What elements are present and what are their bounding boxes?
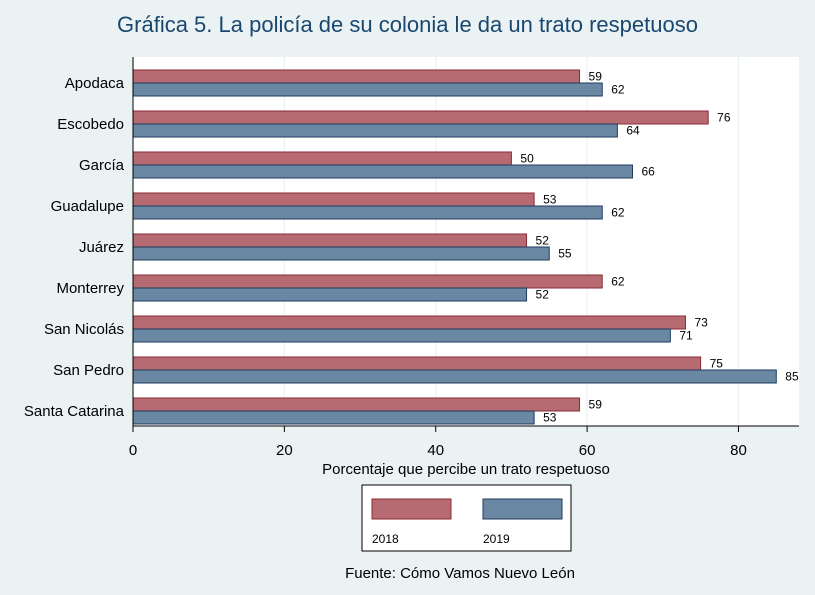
data-label: 73: [694, 316, 708, 330]
legend-swatch-2018: [371, 498, 452, 520]
bar-2019-juarez: [132, 246, 550, 261]
source-footer: Fuente: Cómo Vamos Nuevo León: [345, 565, 575, 582]
bar-2018-escobedo: [132, 110, 709, 125]
bar-2018-san-nicolas: [132, 315, 686, 330]
category-label: San Nicolás: [44, 321, 124, 338]
x-axis-title: Porcentaje que percibe un trato respetuo…: [322, 461, 610, 478]
x-tick-label: 60: [579, 442, 596, 459]
data-label: 75: [710, 357, 724, 371]
bar-2018-garcia: [132, 151, 512, 166]
data-label: 85: [785, 370, 799, 384]
bar-2019-apodaca: [132, 82, 603, 97]
bar-2018-apodaca: [132, 69, 581, 84]
x-tick-label: 0: [129, 442, 137, 459]
bar-2018-juarez: [132, 233, 528, 248]
data-label: 76: [717, 111, 731, 125]
data-label: 50: [520, 152, 534, 166]
data-label: 59: [589, 70, 603, 84]
data-label: 53: [543, 193, 557, 207]
bar-2019-escobedo: [132, 123, 618, 138]
bar-2018-guadalupe: [132, 192, 535, 207]
data-label: 71: [679, 329, 693, 343]
data-label: 66: [642, 165, 656, 179]
legend-label-2019: 2019: [483, 532, 510, 546]
category-label: Juárez: [79, 239, 124, 256]
bar-2018-san-pedro: [132, 356, 702, 371]
category-label: Santa Catarina: [24, 403, 125, 420]
bar-2019-guadalupe: [132, 205, 603, 220]
chart-title: Gráfica 5. La policía de su colonia le d…: [117, 12, 698, 37]
x-tick-label: 40: [427, 442, 444, 459]
x-tick-label: 80: [730, 442, 747, 459]
data-label: 62: [611, 83, 625, 97]
category-label: Monterrey: [56, 280, 124, 297]
bar-2019-monterrey: [132, 287, 528, 302]
bar-2019-san-pedro: [132, 369, 777, 384]
data-label: 64: [626, 124, 640, 138]
bar-2018-santa-catarina: [132, 397, 581, 412]
data-label: 52: [536, 234, 550, 248]
bar-2019-garcia: [132, 164, 633, 179]
category-label: Guadalupe: [51, 198, 124, 215]
data-label: 52: [536, 288, 550, 302]
legend: 2018 2019: [361, 484, 572, 552]
category-label: San Pedro: [53, 362, 124, 379]
x-tick-label: 20: [276, 442, 293, 459]
category-label: Escobedo: [57, 116, 124, 133]
data-label: 55: [558, 247, 572, 261]
legend-swatch-2019: [482, 498, 563, 520]
category-label: García: [79, 157, 125, 174]
category-label: Apodaca: [65, 75, 125, 92]
bar-2018-monterrey: [132, 274, 603, 289]
bar-2019-santa-catarina: [132, 410, 535, 425]
data-label: 62: [611, 275, 625, 289]
data-label: 53: [543, 411, 557, 425]
bar-2019-san-nicolas: [132, 328, 671, 343]
data-label: 59: [589, 398, 603, 412]
data-label: 62: [611, 206, 625, 220]
legend-label-2018: 2018: [372, 532, 399, 546]
